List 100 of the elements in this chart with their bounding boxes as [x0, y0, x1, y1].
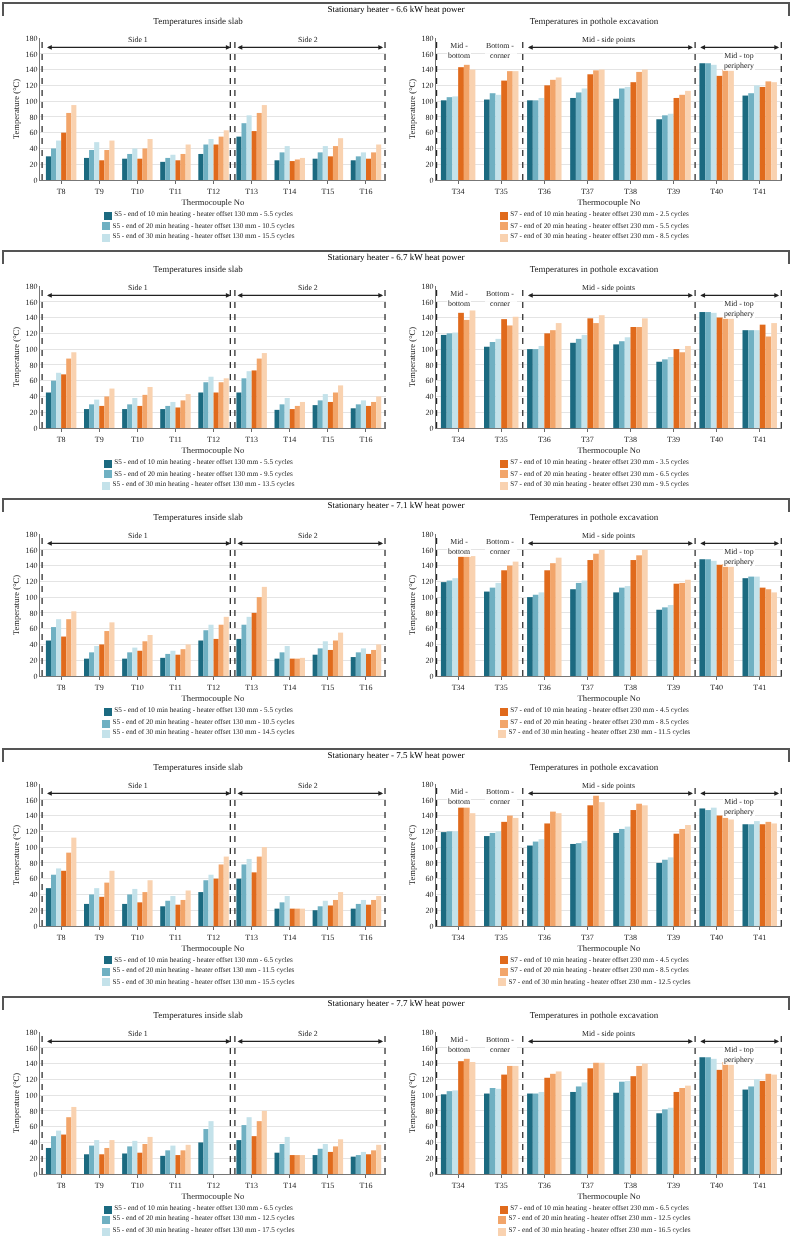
bar — [99, 160, 105, 180]
bar — [463, 64, 470, 180]
bar — [463, 556, 470, 677]
bar — [619, 1081, 625, 1174]
bar — [99, 896, 105, 926]
bar — [127, 153, 133, 180]
bar — [99, 645, 105, 677]
bar — [630, 809, 637, 926]
bar — [753, 1078, 760, 1174]
bar — [575, 583, 582, 677]
bar — [555, 812, 562, 926]
bar — [274, 907, 280, 926]
bar — [501, 571, 507, 677]
bar — [699, 560, 706, 677]
bar — [350, 160, 356, 180]
bar — [544, 1077, 551, 1174]
bar — [66, 112, 72, 180]
bar — [679, 352, 686, 429]
bar — [598, 315, 605, 429]
bar — [338, 633, 344, 677]
bar — [56, 373, 62, 429]
bar — [198, 153, 204, 180]
bar — [218, 382, 224, 429]
bar — [50, 381, 57, 429]
bar — [656, 362, 663, 429]
bar — [327, 1151, 333, 1174]
bar — [89, 1145, 95, 1174]
bar — [50, 873, 57, 926]
bar — [722, 1061, 729, 1174]
bar — [84, 903, 90, 926]
bar — [765, 336, 772, 429]
bar — [463, 1058, 470, 1174]
bar — [66, 619, 72, 677]
bar — [198, 392, 204, 429]
bar — [748, 823, 754, 926]
bar — [484, 835, 490, 926]
bar — [598, 550, 605, 677]
bar — [274, 410, 280, 429]
bar — [636, 802, 642, 926]
bar — [71, 612, 77, 677]
bar — [458, 556, 464, 677]
bar — [236, 877, 242, 926]
bar — [452, 830, 459, 926]
bar — [246, 1116, 252, 1174]
bar — [722, 317, 729, 429]
bar — [376, 144, 382, 180]
bar — [338, 138, 344, 180]
bar — [279, 404, 285, 429]
bar — [570, 843, 576, 926]
bar — [147, 138, 153, 180]
bar — [312, 158, 318, 180]
bar — [294, 406, 300, 429]
bar — [299, 1154, 305, 1174]
bar — [104, 631, 110, 677]
bar — [350, 657, 356, 677]
bar — [213, 144, 219, 180]
bar — [223, 617, 229, 677]
bar — [180, 1149, 186, 1174]
bar — [458, 67, 464, 180]
bar — [84, 409, 90, 429]
bar — [137, 406, 143, 429]
bar — [236, 1139, 242, 1174]
bar — [527, 349, 533, 429]
bar — [84, 659, 90, 677]
bar — [132, 1140, 138, 1174]
bar — [147, 635, 153, 677]
bar — [506, 814, 513, 926]
bar — [495, 583, 502, 677]
bar — [109, 869, 115, 926]
bar — [317, 1148, 323, 1174]
bar — [165, 1149, 171, 1174]
bar — [109, 623, 115, 677]
bar — [45, 887, 51, 926]
bar — [771, 323, 777, 429]
bar — [656, 862, 663, 926]
bar — [170, 651, 176, 677]
bar — [61, 637, 67, 677]
bar — [84, 157, 90, 180]
bar — [246, 858, 252, 926]
bar — [699, 63, 706, 180]
bar — [175, 655, 181, 677]
bar — [728, 69, 734, 180]
bar — [256, 112, 262, 180]
bar — [185, 1144, 191, 1174]
bar — [89, 150, 95, 180]
bar — [312, 405, 318, 429]
bar — [338, 891, 344, 926]
bar — [71, 1106, 77, 1174]
bar — [705, 1056, 711, 1174]
bar — [147, 879, 153, 926]
bar — [208, 377, 214, 429]
bar — [45, 641, 51, 677]
bar — [360, 1151, 366, 1174]
bar — [322, 642, 328, 677]
bar — [180, 649, 186, 677]
bar — [322, 899, 328, 926]
bar — [185, 889, 191, 926]
bar — [122, 659, 128, 677]
bar — [550, 563, 556, 677]
bar — [360, 649, 366, 677]
